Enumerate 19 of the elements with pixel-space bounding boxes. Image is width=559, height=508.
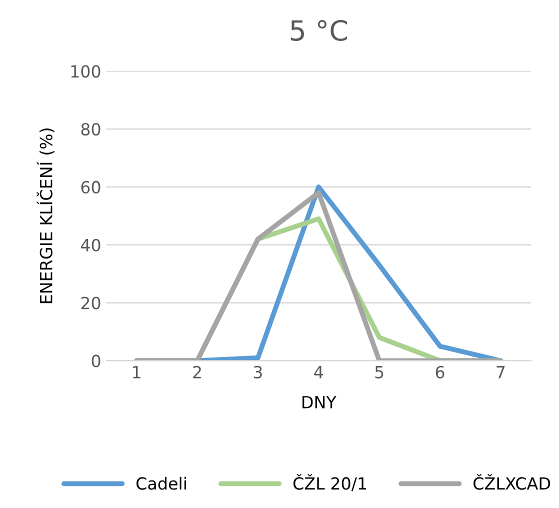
x-tick-label: 4 (314, 366, 323, 378)
y-tick-label: 0 (92, 354, 100, 368)
x-tick-label: 6 (436, 366, 444, 378)
y-tick-label: 40 (80, 238, 100, 252)
y-tick-label: 20 (81, 296, 100, 310)
legend-label: ČŽLXCAD (474, 474, 550, 490)
x-tick-label: 7 (496, 366, 505, 378)
chart-title: 5 °C (290, 20, 348, 41)
legend-label: ČŽL 20/1 (293, 474, 366, 492)
x-tick-label: 1 (133, 366, 140, 378)
y-tick-label: 80 (81, 122, 100, 136)
y-tick-label: 100 (71, 65, 100, 78)
x-tick-label: 5 (375, 366, 384, 378)
y-axis-title: ENERGIE KLÍČENÍ (%) (36, 128, 54, 304)
x-tick-label: 3 (254, 366, 262, 378)
legend-label: Cadeli (136, 476, 186, 490)
x-tick-label: 2 (193, 366, 201, 378)
x-axis-title: DNY (302, 396, 336, 408)
y-tick-label: 60 (81, 180, 100, 194)
